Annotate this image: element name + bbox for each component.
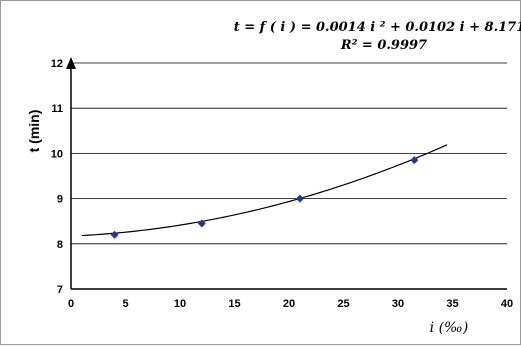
- y-tick-label-8: 8: [57, 239, 63, 251]
- x-tick-label-20: 20: [283, 298, 295, 310]
- x-tick-label-15: 15: [228, 298, 240, 310]
- x-tick-labels: 0 5 10 15 20 25 30 35 40: [68, 298, 513, 310]
- trendline: [81, 144, 448, 237]
- x-tick-label-35: 35: [446, 298, 458, 310]
- x-tick-label-30: 30: [392, 298, 404, 310]
- data-point: [197, 219, 206, 228]
- trendline-group: [81, 144, 448, 237]
- x-tick-label-25: 25: [337, 298, 349, 310]
- x-tick-label-10: 10: [174, 298, 186, 310]
- data-point: [110, 230, 119, 239]
- x-tick-label-40: 40: [501, 298, 513, 310]
- y-tick-label-12: 12: [51, 58, 63, 70]
- data-points: [110, 156, 419, 239]
- r-squared-label: R² = 0.9997: [340, 38, 427, 53]
- y-axis-arrow: [66, 57, 76, 69]
- y-tick-labels: 7 8 9 10 11 12: [51, 58, 63, 296]
- x-axis-label: i (‰): [430, 320, 469, 336]
- y-tick-label-7: 7: [57, 284, 63, 296]
- grid-lines: [71, 62, 507, 245]
- y-tick-label-9: 9: [57, 194, 63, 206]
- y-tick-label-10: 10: [51, 148, 63, 160]
- equation-label: t = f ( i ) = 0.0014 i ² + 0.0102 i + 8.…: [234, 20, 521, 35]
- axes: [66, 57, 507, 290]
- data-point: [410, 156, 419, 165]
- y-axis-label: t (min): [26, 110, 42, 153]
- x-tick-label-5: 5: [122, 298, 128, 310]
- y-tick-label-11: 11: [51, 103, 63, 115]
- data-point: [295, 194, 304, 203]
- x-tick-label-0: 0: [68, 298, 74, 310]
